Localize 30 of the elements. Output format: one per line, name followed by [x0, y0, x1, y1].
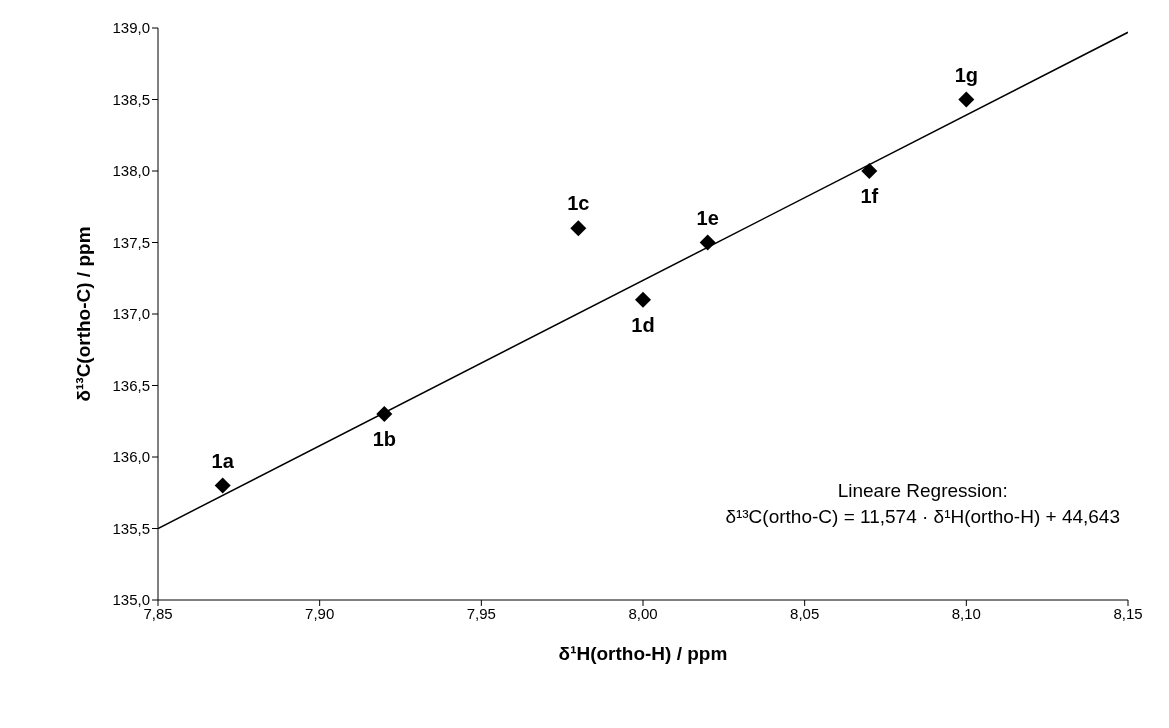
- point: [570, 220, 587, 237]
- x-tick-label: 7,90: [305, 604, 335, 622]
- annotation: δ¹³C(ortho-C) = 11,574 · δ¹H(ortho-H) + 44,643: [725, 505, 1120, 529]
- x-tick-label: 8,15: [1113, 604, 1143, 622]
- x-axis-title: δ¹H(ortho-H) / ppm: [558, 643, 728, 664]
- point: [214, 477, 231, 494]
- y-tick-label: 139,0: [112, 19, 150, 37]
- x-tick-label: 8,10: [951, 604, 981, 622]
- annotation: 1f: [860, 185, 879, 208]
- y-tick-label: 138,0: [112, 162, 150, 180]
- point: [635, 291, 651, 308]
- x-tick-label: 7,95: [466, 604, 496, 622]
- annotation: 1e: [696, 206, 719, 229]
- annotation: 1g: [954, 63, 979, 86]
- y-tick-label: 136,0: [112, 448, 150, 466]
- annotation: 1b: [372, 428, 397, 451]
- point: [861, 163, 878, 179]
- y-tick-label: 138,5: [112, 90, 150, 108]
- y-tick-label: 136,5: [112, 376, 150, 394]
- annotation: 1c: [567, 192, 590, 215]
- x-tick-label: 8,05: [790, 604, 820, 622]
- annotation: 1a: [211, 449, 235, 472]
- y-tick-label: 137,0: [112, 305, 150, 323]
- x-tick-label: 8,00: [628, 604, 658, 622]
- y-tick-label: 137,5: [112, 233, 150, 251]
- y-tick-label: 135,5: [112, 519, 150, 537]
- annotation: Lineare Regression:: [836, 479, 1009, 503]
- annotation: 1d: [631, 313, 655, 336]
- point: [958, 91, 975, 108]
- y-axis-title: δ¹³C(ortho-C) / ppm: [72, 226, 94, 402]
